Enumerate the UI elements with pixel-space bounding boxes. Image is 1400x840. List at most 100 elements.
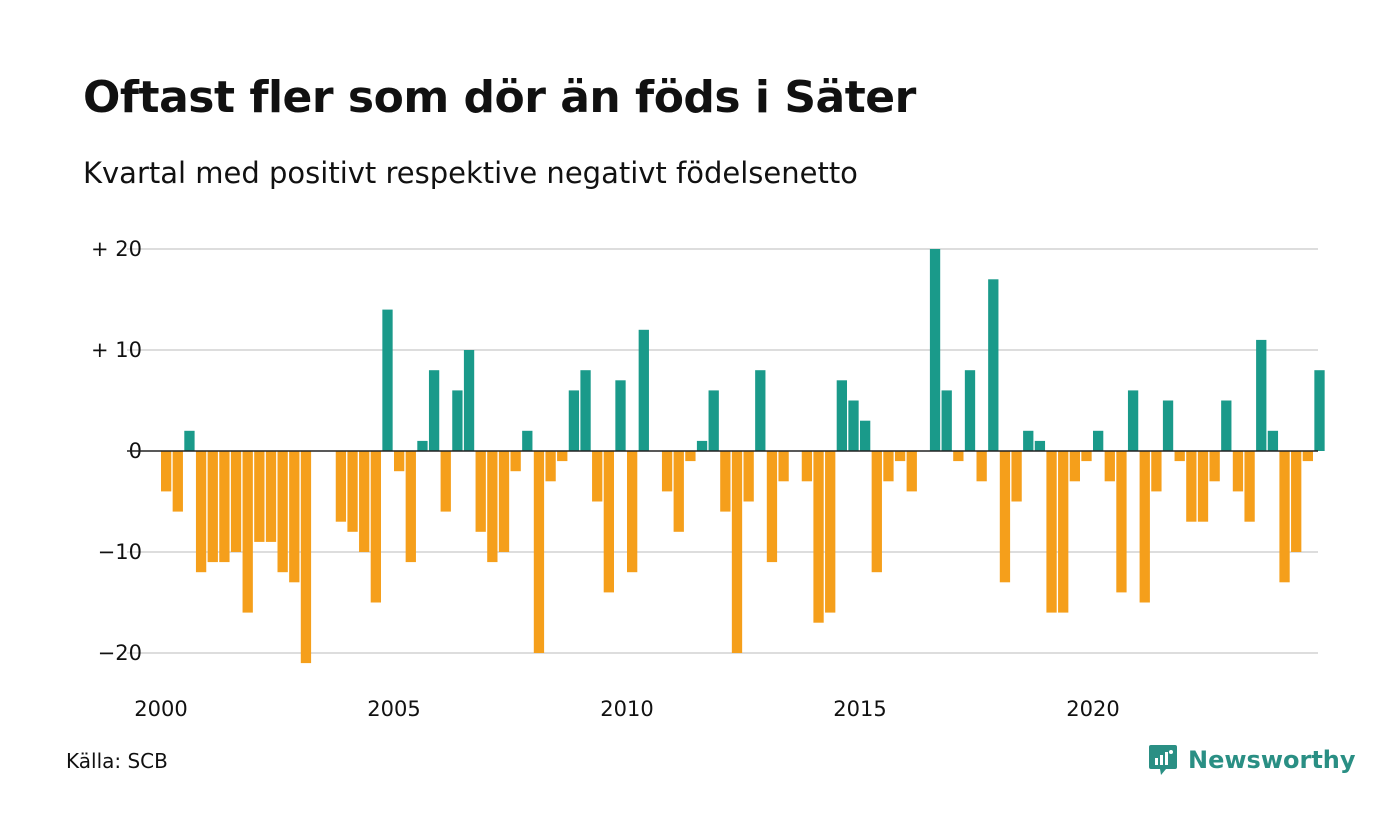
bar-negative [335,451,347,522]
bar-negative [289,451,300,583]
bar-positive [696,440,708,451]
bar-negative [1232,451,1244,492]
bar-negative [720,451,731,512]
bar-positive [941,390,952,451]
bar-positive [580,370,591,451]
bar-negative [440,451,451,512]
bar-positive [568,390,580,451]
bar-positive [1162,400,1174,451]
bars [161,249,1325,664]
bar-negative [627,451,638,573]
bar-positive [755,370,766,451]
bar-negative [1139,451,1150,603]
x-tick-label: 2010 [600,697,653,721]
bar-negative [359,451,370,552]
bar-negative [405,451,416,563]
bar-positive [988,279,999,451]
x-tick-label: 2015 [833,697,886,721]
bar-negative [347,451,358,532]
newsworthy-logo-icon [1149,745,1177,775]
bar-negative [1046,451,1057,613]
chart-title: Oftast fler som dör än föds i Säter [83,72,916,123]
bar-negative [813,451,824,623]
x-tick-label: 2005 [367,697,420,721]
bar-negative [1104,451,1115,482]
bar-negative [685,451,696,462]
bar-negative [161,451,172,492]
bar-negative [1279,451,1290,583]
bar-negative [219,451,230,563]
bar-positive [615,380,626,451]
bar-positive [1314,370,1325,451]
bar-positive [638,329,649,451]
bar-negative [498,451,510,552]
y-axis-labels: + 20+ 100−10−20 [91,237,142,665]
bar-negative [510,451,521,472]
bar-positive [1221,400,1232,451]
source-note: Källa: SCB [66,749,168,773]
x-axis-labels: 2000 2005 2010 2015 2020 [134,697,1119,721]
y-tick-label: + 10 [91,338,142,362]
bar-chart: + 20+ 100−10−20 2000 2005 2010 2015 2020 [91,237,1325,721]
bar-negative [300,451,312,664]
y-tick-label: −10 [98,540,142,564]
bar-negative [277,451,288,573]
bar-negative [195,451,207,573]
bar-positive [860,420,871,451]
bar-negative [778,451,789,482]
brand-name: Newsworthy [1188,746,1356,774]
bar-negative [603,451,614,593]
bar-negative [1151,451,1162,492]
bar-positive [417,440,428,451]
bar-negative [953,451,964,462]
bar-positive [1034,440,1046,451]
bar-negative [1197,451,1209,522]
bar-negative [894,451,906,462]
bar-positive [382,309,393,451]
bar-positive [929,249,941,451]
bar-negative [172,451,183,512]
bar-negative [545,451,556,482]
bar-positive [428,370,440,451]
bar-negative [871,451,882,573]
bar-negative [976,451,987,482]
x-tick-label: 2020 [1066,697,1119,721]
bar-negative [661,451,673,492]
bar-negative [1186,451,1197,522]
bar-positive [1023,430,1034,451]
bar-negative [242,451,253,613]
bar-negative [999,451,1011,583]
chart-subtitle: Kvartal med positivt respektive negativt… [83,156,858,190]
bar-negative [1069,451,1080,482]
x-tick-label: 2000 [134,697,187,721]
bar-negative [487,451,498,563]
bar-positive [1256,339,1267,451]
bar-negative [743,451,754,502]
bar-positive [452,390,463,451]
bar-negative [230,451,242,552]
bar-negative [1116,451,1127,593]
bar-positive [1267,430,1279,451]
bar-negative [883,451,894,482]
bar-negative [801,451,813,482]
brand-logo: Newsworthy [1148,743,1356,777]
bar-positive [1127,390,1139,451]
bar-negative [1081,451,1092,462]
bar-negative [1011,451,1022,502]
bar-positive [463,350,475,451]
bar-negative [254,451,265,542]
bar-negative [557,451,568,462]
bar-negative [1209,451,1220,482]
bar-negative [825,451,836,613]
bar-negative [731,451,743,653]
bar-negative [475,451,486,532]
bar-positive [1093,430,1104,451]
bar-positive [964,370,976,451]
bar-negative [592,451,603,502]
bar-negative [906,451,917,492]
bar-negative [370,451,381,603]
bar-negative [533,451,545,653]
bar-negative [1058,451,1069,613]
bar-negative [673,451,684,532]
bar-negative [766,451,778,563]
